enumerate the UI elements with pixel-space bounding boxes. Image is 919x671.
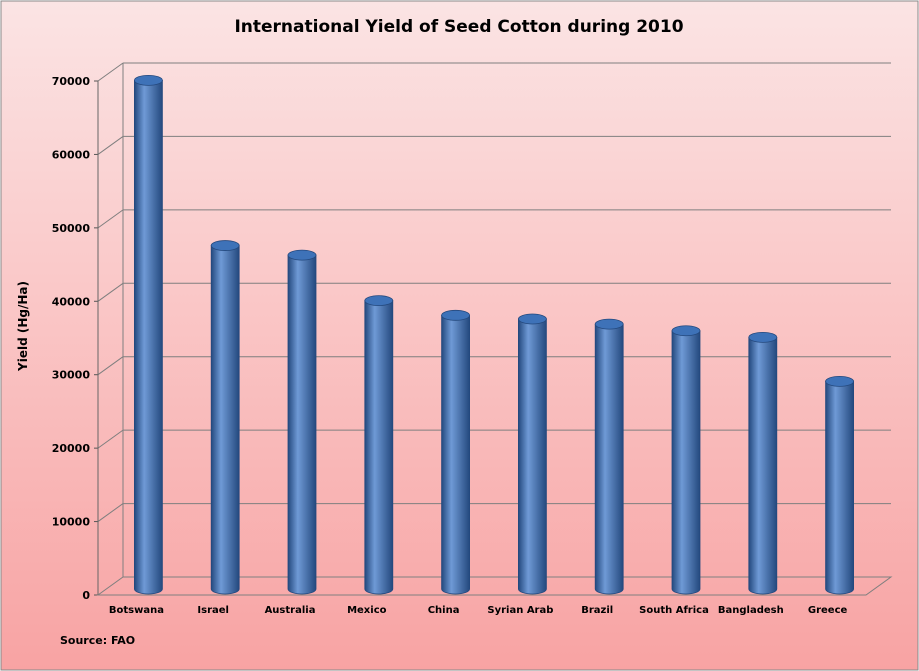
y-tick-label: 20000 <box>52 442 91 455</box>
bar-body <box>134 79 163 595</box>
x-tick-label: Israel <box>197 605 229 616</box>
y-tick-label: 60000 <box>52 148 91 161</box>
bar-top <box>594 318 624 330</box>
bar-top <box>287 249 317 261</box>
bar-body <box>671 330 701 595</box>
chart-title: International Yield of Seed Cotton durin… <box>234 17 683 37</box>
bar-top <box>671 325 701 337</box>
bar <box>671 325 701 595</box>
y-tick-label: 10000 <box>52 516 91 529</box>
y-axis-label: Yield (Hg/Ha) <box>16 281 30 372</box>
gridline-side <box>97 356 124 376</box>
bar <box>133 74 163 595</box>
bar-top <box>518 313 547 325</box>
bar-body <box>364 300 394 595</box>
bar-top <box>133 74 163 86</box>
x-tick-label: Mexico <box>347 605 387 616</box>
y-tick-label: 0 <box>82 589 90 602</box>
bar-top <box>364 295 394 307</box>
y-tick-label: 30000 <box>52 369 91 382</box>
bar-body <box>748 336 778 595</box>
x-tick-label: Bangladesh <box>718 605 784 616</box>
y-tick-label: 70000 <box>52 75 91 88</box>
bar-body <box>518 318 547 595</box>
bar-body <box>441 314 470 595</box>
x-tick-label: Brazil <box>581 605 613 616</box>
bar-top <box>825 375 854 387</box>
bar <box>748 331 778 595</box>
y-tick-label: 40000 <box>52 295 91 308</box>
bar <box>518 313 547 595</box>
x-tick-label: Syrian Arab <box>487 605 553 616</box>
gridline-side <box>97 429 124 449</box>
bar-body <box>825 381 854 595</box>
bar <box>594 318 624 595</box>
source-note: Source: FAO <box>60 634 135 647</box>
x-tick-label: Australia <box>265 605 316 616</box>
bar-body <box>210 245 240 595</box>
bar-top <box>210 240 240 251</box>
x-tick-labels: Botswana Israel Australia Mexico China Syrian… <box>109 605 848 616</box>
bar-top <box>748 331 778 343</box>
bar-body <box>287 254 317 595</box>
axes <box>94 63 893 596</box>
bar <box>287 249 317 595</box>
bar <box>210 240 240 595</box>
y-tick-labels: 0 10000 20000 30000 40000 50000 60000 70000 <box>52 75 91 602</box>
bar-body <box>594 323 624 595</box>
bar <box>441 309 471 595</box>
gridline-side <box>97 282 124 302</box>
bar-top <box>441 309 471 321</box>
bar <box>364 295 394 595</box>
y-tick-label: 50000 <box>52 222 91 235</box>
gridline-side <box>97 136 124 155</box>
gridline-side <box>97 62 124 82</box>
bars <box>133 74 854 595</box>
gridline-side <box>97 209 124 229</box>
x-tick-label: China <box>428 605 460 616</box>
bar <box>825 375 854 595</box>
x-tick-label: Greece <box>808 605 848 616</box>
x-tick-label: South Africa <box>639 605 709 616</box>
x-tick-label: Botswana <box>109 605 164 616</box>
floor <box>96 576 893 596</box>
gridline-side <box>97 503 124 522</box>
